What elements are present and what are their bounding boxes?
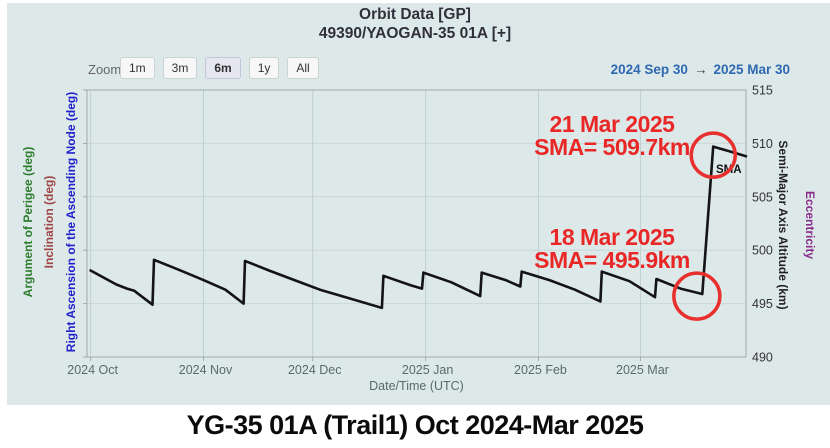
chart-subtitle: 49390/YAOGAN-35 01A [+] [318,25,512,42]
x-tick-label: 2024 Dec [288,363,342,377]
zoom-button-6m[interactable]: 6m [205,57,241,79]
y-tick-label: 500 [752,244,773,258]
annotation-18-mar-2025: 18 Mar 2025 SMA= 495.9km [522,224,702,274]
y-tick-label: 510 [752,137,773,151]
range-end-input[interactable]: 2025 Mar 30 [713,62,790,77]
y-tick-label: 515 [752,85,773,98]
annotation-date: 21 Mar 2025 [549,111,675,137]
annotation-date: 18 Mar 2025 [549,224,675,250]
axis-title-sma-altitude: Semi-Major Axis Altitude (km) [776,140,790,310]
axis-title-eccentricity: Eccentricity [803,190,817,260]
annotation-21-mar-2025: 21 Mar 2025 SMA= 509.7km [522,111,702,161]
highlight-circle [689,131,737,179]
axis-title-inclination: Inclination (deg) [42,175,56,269]
x-tick-label: 2024 Oct [67,363,118,377]
plot-border [86,89,747,358]
x-tick-label: 2024 Nov [179,363,233,377]
chart-title: Orbit Data [GP] [359,6,471,23]
sma-series-line [89,145,748,310]
annotation-sma-value: SMA= 495.9km [534,247,690,274]
x-tick-label: 2025 Mar [616,363,669,377]
annotation-sma-value: SMA= 509.7km [534,134,690,161]
plot-svg[interactable]: 515 510 505 500 495 490 2024 Oct 2024 Nov 2024 D… [0,85,830,405]
x-axis-title: Date/Time (UTC) [369,379,464,393]
zoom-button-group: 1m 3m 6m 1y All [120,57,319,79]
zoom-label: Zoom [88,62,122,77]
zoom-button-1m[interactable]: 1m [120,57,155,79]
y-tick-label: 495 [752,297,773,311]
range-arrow-icon: → [693,62,708,77]
axis-title-argument-of-perigee: Argument of Perigee (deg) [21,146,35,298]
date-range-selector: 2024 Sep 30 → 2025 Mar 30 [611,62,790,77]
chart-area: 515 510 505 500 495 490 2024 Oct 2024 Nov 2024 D… [0,85,830,405]
y-tick-label: 490 [752,351,773,365]
x-tick-label: 2025 Feb [514,363,567,377]
range-start-input[interactable]: 2024 Sep 30 [610,62,688,77]
x-tick-label: 2025 Jan [402,363,453,377]
figure-caption: YG-35 01A (Trail1) Oct 2024-Mar 2025 [0,405,830,448]
zoom-button-1y[interactable]: 1y [248,57,280,79]
highlight-circle [672,271,722,321]
axis-title-raan: Right Ascension of the Ascending Node (d… [64,91,78,353]
y-tick-label: 505 [752,190,773,204]
zoom-button-3m[interactable]: 3m [162,57,198,79]
zoom-button-all[interactable]: All [287,57,319,79]
